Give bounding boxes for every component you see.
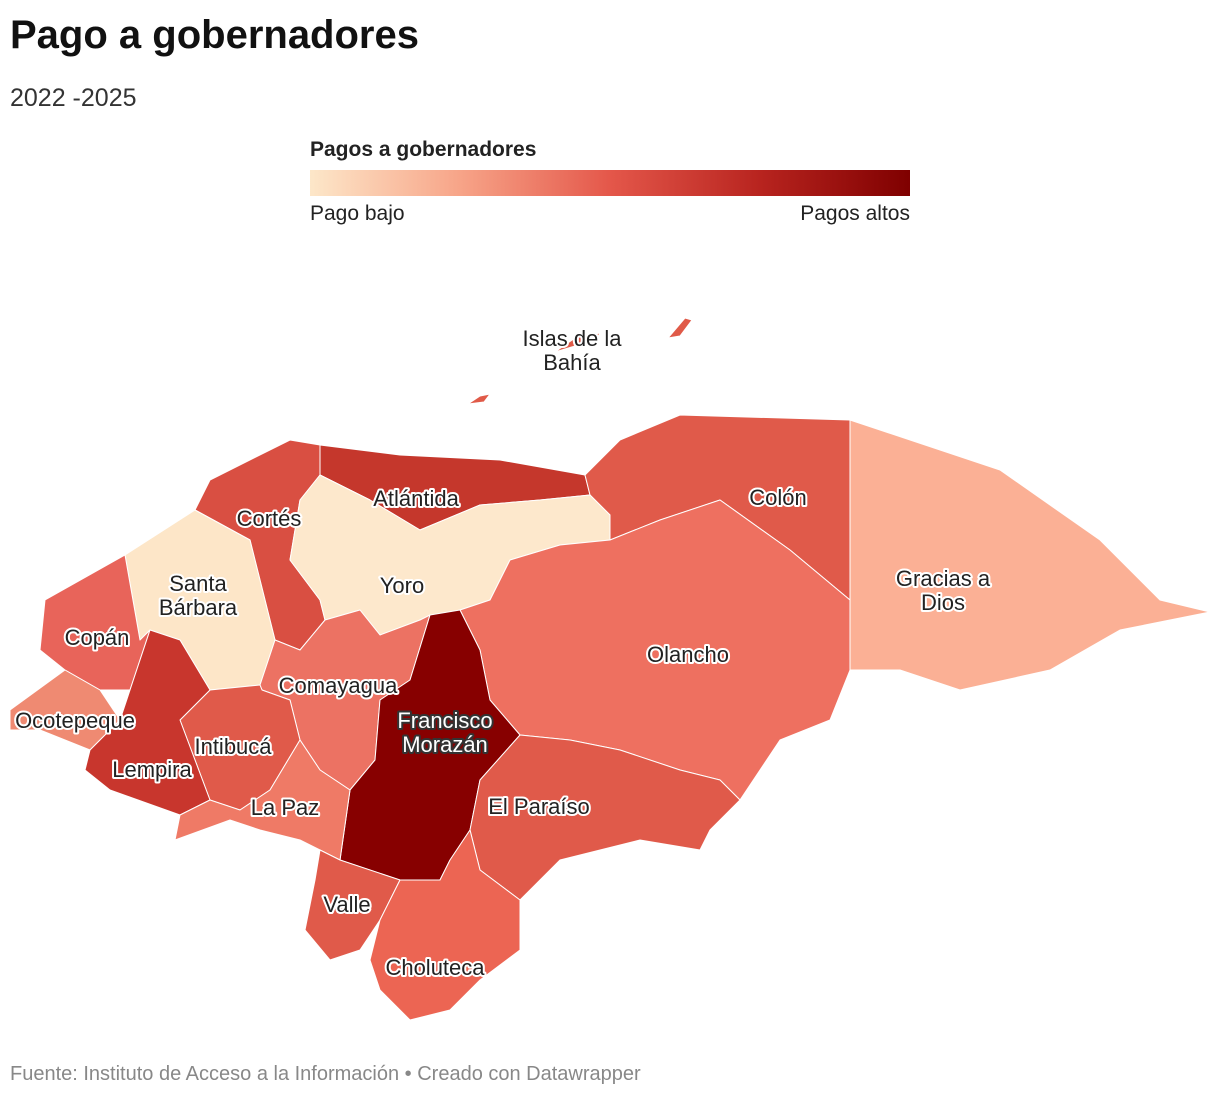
region	[467, 393, 491, 405]
region-label-line: Bahía	[543, 350, 601, 375]
region-label: Santa Bárbara	[159, 571, 238, 620]
region-label-line: Copán	[65, 625, 130, 650]
region-label: Gracias a Dios	[896, 566, 991, 615]
map-regions	[9, 317, 1211, 1021]
region-label-line: Morazán	[402, 732, 488, 757]
region-label-line: Santa	[169, 571, 227, 596]
region-label-line: El Paraíso	[488, 794, 590, 819]
region	[667, 317, 693, 339]
region-label: Francisco Morazán	[397, 708, 492, 757]
region-label: Copán	[65, 625, 130, 650]
region-label-line: La Paz	[251, 795, 320, 820]
legend-low: Pago bajo	[310, 202, 405, 225]
region-label-line: Islas de la	[522, 326, 622, 351]
region-label: Comayagua	[279, 673, 398, 698]
legend-gradient	[310, 170, 910, 196]
legend-high: Pagos altos	[800, 202, 910, 225]
region-label: La Paz	[251, 795, 320, 820]
region-label-line: Lempira	[112, 757, 192, 782]
region-label-line: Dios	[921, 590, 965, 615]
region-label-line: Gracias a	[896, 566, 991, 591]
region-label-line: Comayagua	[279, 673, 398, 698]
region-label: Intibucá	[194, 734, 272, 759]
region-label-line: Intibucá	[194, 734, 272, 759]
region-label: Colón	[749, 485, 806, 510]
region-label: El Paraíso	[488, 794, 590, 819]
region-label-line: Cortés	[237, 506, 302, 531]
region-label: Ocotepeque	[15, 708, 135, 733]
region	[174, 739, 351, 861]
region-label: Cortés	[237, 506, 302, 531]
region-label-line: Valle	[323, 892, 370, 917]
region	[304, 849, 401, 961]
map-labels: Islas de la Bahía Atlántida Colón Cortés Yoro…	[13, 324, 993, 982]
region	[554, 332, 601, 353]
region-label: Atlántida	[373, 486, 459, 511]
region-label: Olancho	[647, 642, 729, 667]
region-label-line: Atlántida	[373, 486, 459, 511]
region	[369, 829, 521, 1021]
region-label: Valle	[323, 892, 370, 917]
region-label-line: Choluteca	[385, 955, 485, 980]
source: Fuente: Instituto de Acceso a la Informa…	[10, 1063, 641, 1085]
region-label: Yoro	[380, 573, 424, 598]
title: Pago a gobernadores	[10, 13, 419, 57]
subtitle: 2022 -2025	[10, 84, 137, 112]
region-label: Islas de la Bahía	[522, 326, 622, 375]
region-label: Lempira	[112, 757, 192, 782]
legend-title: Pagos a gobernadores	[310, 138, 536, 161]
region-label-line: Francisco	[397, 708, 492, 733]
region	[849, 419, 1211, 691]
region-label: Choluteca	[385, 955, 485, 980]
region-label-line: Bárbara	[159, 595, 238, 620]
region-label-line: Ocotepeque	[15, 708, 135, 733]
region-label-line: Colón	[749, 485, 806, 510]
region-label-line: Olancho	[647, 642, 729, 667]
region-label-line: Yoro	[380, 573, 424, 598]
